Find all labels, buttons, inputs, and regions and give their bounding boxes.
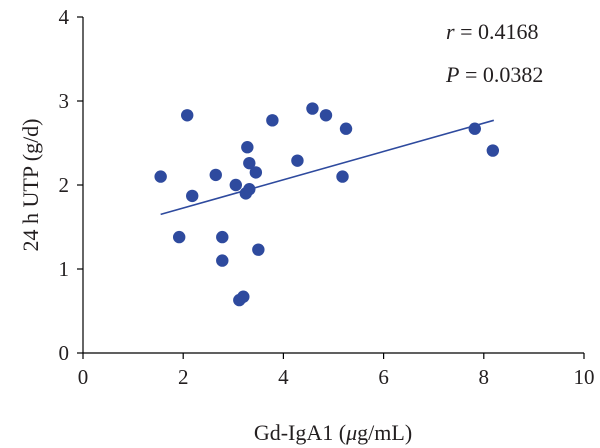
x-tick-label: 4	[278, 365, 289, 389]
data-point	[266, 114, 279, 127]
y-tick-label: 0	[59, 341, 70, 365]
x-axis-title: Gd-IgA1 (μg/mL)	[254, 420, 412, 445]
y-axis-title: 24 h UTP (g/d)	[18, 118, 43, 251]
data-point	[237, 290, 250, 303]
x-tick-label: 8	[479, 365, 490, 389]
data-point	[172, 230, 186, 244]
y-tick-label: 3	[59, 89, 70, 113]
data-point	[468, 122, 481, 135]
y-tick-label: 2	[59, 173, 70, 197]
data-point	[319, 109, 333, 122]
data-point	[306, 102, 319, 115]
r-symbol: r	[446, 19, 455, 44]
points-layer	[154, 102, 500, 307]
data-point	[339, 122, 353, 135]
data-point	[243, 156, 256, 170]
r-annotation: r = 0.4168	[446, 19, 538, 44]
data-point	[216, 230, 229, 244]
data-point	[241, 141, 254, 154]
data-point	[336, 170, 349, 183]
data-point	[181, 109, 194, 122]
data-point	[216, 254, 229, 267]
p-annotation: P = 0.0382	[445, 62, 543, 87]
regression-line	[160, 119, 495, 216]
p-symbol: P	[445, 62, 459, 87]
data-point	[154, 170, 167, 183]
data-point	[486, 144, 500, 157]
y-axis-ticks: 0 1 2 3 4	[59, 5, 83, 365]
data-point	[291, 154, 304, 167]
x-axis-title-main: Gd-IgA1 (	[254, 420, 346, 445]
x-tick-label: 6	[378, 365, 389, 389]
data-point	[186, 189, 199, 203]
x-axis-ticks: 0 2 4 6 8 10	[78, 353, 595, 389]
x-tick-label: 10	[574, 365, 595, 389]
data-point	[243, 183, 256, 196]
p-value: = 0.0382	[459, 62, 543, 87]
trendline-layer	[160, 119, 495, 216]
x-axis-title-rest: g/mL)	[357, 420, 412, 445]
x-tick-label: 0	[78, 365, 89, 389]
x-axis-title-mu: μ	[345, 420, 357, 445]
data-point	[209, 168, 222, 182]
data-point	[252, 243, 265, 256]
data-point	[229, 178, 243, 192]
r-value: = 0.4168	[455, 19, 539, 44]
data-point	[249, 166, 263, 179]
y-tick-label: 4	[59, 5, 70, 29]
y-tick-label: 1	[59, 257, 70, 281]
x-tick-label: 2	[178, 365, 189, 389]
